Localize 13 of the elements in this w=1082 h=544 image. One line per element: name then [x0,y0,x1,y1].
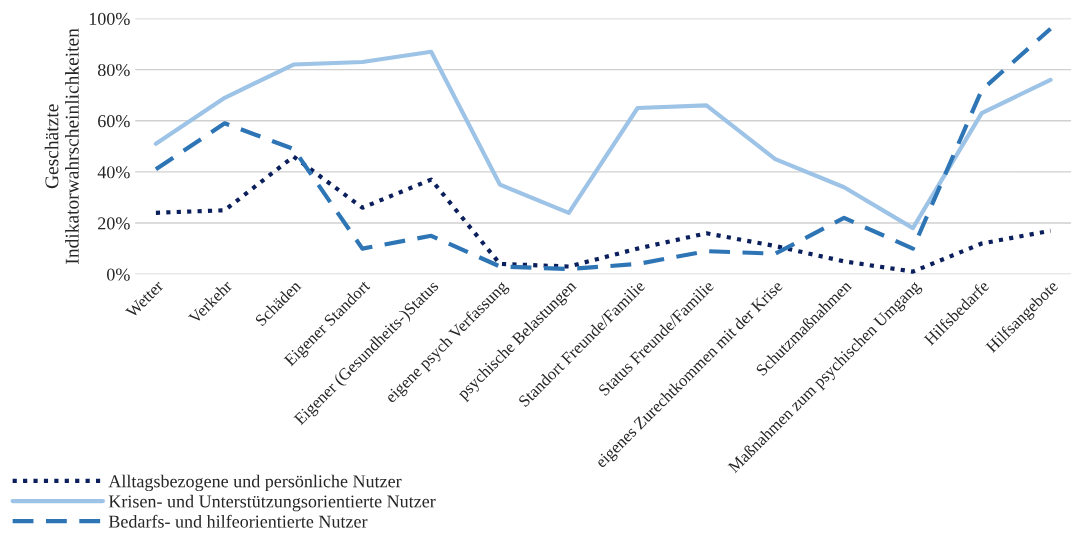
legend-label: Alltagsbezogene und persönliche Nutzer [108,474,402,492]
y-tick-label: 100% [89,12,130,25]
line-series [153,26,1053,272]
y-tick-label: 80% [97,63,130,77]
y-tick-label: 60% [98,115,130,128]
y-tick-label: 40% [97,166,130,179]
y-tick-label: 20% [98,217,130,230]
y-tick-label: 0% [107,268,130,281]
line-series [153,49,1053,231]
y-axis-title: Geschätzte Indikatorwahrscheinlichkeiten [44,28,79,264]
legend-label: Krisen- und Unterstützungsorientierte Nutzer [108,494,436,512]
line-series [153,154,1053,274]
legend-label: Bedarfs- und hilfeorientierte Nutzer [108,514,368,528]
